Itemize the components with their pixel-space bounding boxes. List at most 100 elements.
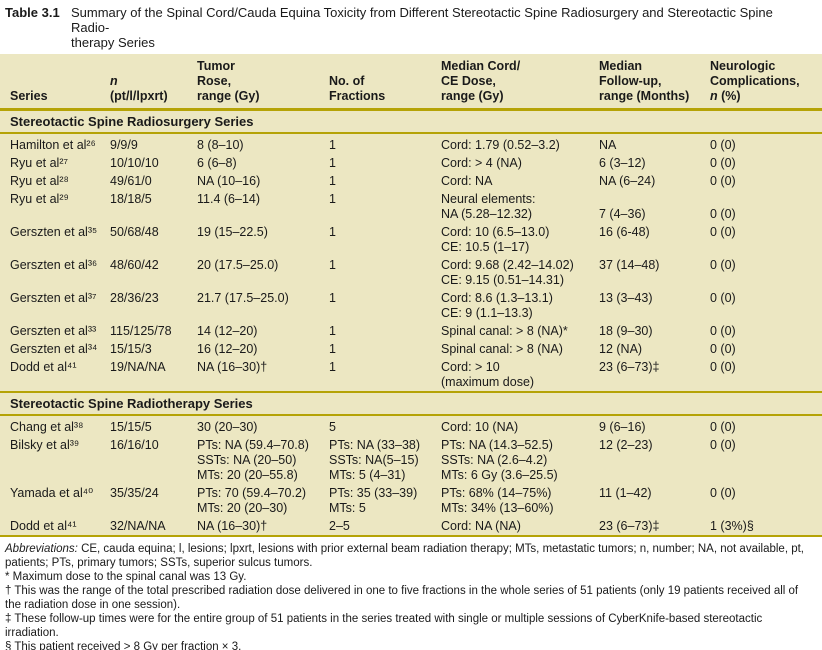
table-cell: 0 (0) bbox=[710, 258, 736, 272]
table-cell: 0 (0) bbox=[710, 156, 736, 170]
column-header-followup: Median Follow-up, range (Months) bbox=[599, 54, 710, 111]
table-cell: 50/68/48 bbox=[110, 225, 159, 239]
table-cell: 18/18/5 bbox=[110, 192, 152, 206]
section-radiotherapy: Stereotactic Spine Radiotherapy Series C… bbox=[0, 391, 822, 535]
table-cell: 0 (0) bbox=[710, 324, 736, 338]
footnote-asterisk: * Maximum dose to the spinal canal was 1… bbox=[5, 571, 247, 583]
table-cell: 0 (0) bbox=[710, 342, 736, 356]
table-cell: Cord: > 10 (maximum dose) bbox=[441, 360, 535, 389]
table-cell: Cord: NA bbox=[441, 174, 493, 188]
table-cell: Dodd et al⁴¹ bbox=[10, 519, 77, 533]
table-cell: 6 (3–12) bbox=[599, 156, 646, 170]
table-cell: Gerszten et al³⁶ bbox=[10, 258, 98, 272]
column-header-complications: Neurologic Complications, n (%) bbox=[710, 54, 822, 111]
table-cell: 5 bbox=[329, 420, 336, 434]
table-cell: Hamilton et al²⁶ bbox=[10, 138, 96, 152]
table-cell: Ryu et al²⁹ bbox=[10, 192, 69, 206]
footnote-dagger: † This was the range of the total prescr… bbox=[5, 585, 799, 611]
table-cell: 10/10/10 bbox=[110, 156, 159, 170]
table-cell: PTs: 68% (14–75%) MTs: 34% (13–60%) bbox=[441, 486, 554, 515]
table-cell: 18 (9–30) bbox=[599, 324, 653, 338]
table-row: Chang et al³⁸ 15/15/5 30 (20–30) 5 Cord:… bbox=[0, 415, 822, 436]
footnote-section-mark: § This patient received > 8 Gy per fract… bbox=[5, 641, 242, 650]
table-cell: 1 bbox=[329, 324, 336, 338]
table-cell: 0 (0) bbox=[710, 174, 736, 188]
table-cell: 19/NA/NA bbox=[110, 360, 166, 374]
table-cell: PTs: 35 (33–39) MTs: 5 bbox=[329, 486, 418, 515]
header-text: (pt/l/lpxrt) bbox=[110, 89, 168, 103]
table-row: Gerszten et al³⁷ 28/36/23 21.7 (17.5–25.… bbox=[0, 289, 822, 322]
table-cell: 9/9/9 bbox=[110, 138, 138, 152]
table-cell: 35/35/24 bbox=[110, 486, 159, 500]
table-cell: 11 (1–42) bbox=[599, 486, 652, 500]
table-cell: 37 (14–48) bbox=[599, 258, 660, 272]
table-cell: 0 (0) bbox=[710, 486, 736, 500]
table-title: Table 3.1 Summary of the Spinal Cord/Cau… bbox=[0, 0, 822, 54]
table-cell: 13 (3–43) bbox=[599, 291, 653, 305]
table-row: Ryu et al²⁹ 18/18/5 11.4 (6–14) 1 Neural… bbox=[0, 190, 822, 223]
section-heading: Stereotactic Spine Radiotherapy Series bbox=[0, 391, 822, 416]
header-text: n bbox=[710, 89, 718, 103]
table-caption: Summary of the Spinal Cord/Cauda Equina … bbox=[71, 5, 773, 50]
table-cell: 1 bbox=[329, 174, 336, 188]
table-cell: Yamada et al⁴⁰ bbox=[10, 486, 94, 500]
table-cell: 0 (0) bbox=[710, 207, 736, 221]
table-number: Table 3.1 bbox=[5, 5, 60, 20]
table-cell: NA (16–30)† bbox=[197, 360, 268, 374]
table-cell: 30 (20–30) bbox=[197, 420, 258, 434]
table-row: Dodd et al⁴¹ 32/NA/NA NA (16–30)† 2–5 Co… bbox=[0, 517, 822, 535]
table-cell: Gerszten et al³⁵ bbox=[10, 225, 98, 239]
table-cell: 1 bbox=[329, 192, 336, 206]
table-cell: NA (16–30)† bbox=[197, 519, 268, 533]
table-cell: 1 bbox=[329, 225, 336, 239]
table-cell: 19 (15–22.5) bbox=[197, 225, 268, 239]
column-header-tumor-dose: Tumor Rose, range (Gy) bbox=[197, 54, 329, 111]
header-text: No. of Fractions bbox=[329, 74, 386, 103]
header-text: n bbox=[110, 74, 118, 88]
table-cell: 20 (17.5–25.0) bbox=[197, 258, 279, 272]
table-cell: Bilsky et al³⁹ bbox=[10, 438, 80, 452]
column-header-median-dose: Median Cord/ CE Dose, range (Gy) bbox=[441, 54, 599, 111]
table-row: Gerszten et al³³ 115/125/78 14 (12–20) 1… bbox=[0, 322, 822, 340]
table-cell: 0 (0) bbox=[710, 360, 736, 374]
header-text: Neurologic Complications, bbox=[710, 59, 800, 88]
column-header-series: Series bbox=[0, 54, 110, 111]
header-row: Series n (pt/l/lpxrt) Tumor Rose, range … bbox=[0, 54, 822, 111]
table-cell: 16/16/10 bbox=[110, 438, 159, 452]
table-cell: 0 (0) bbox=[710, 291, 736, 305]
table-cell: Spinal canal: > 8 (NA)* bbox=[441, 324, 568, 338]
table-cell: 48/60/42 bbox=[110, 258, 159, 272]
table-cell: 12 (2–23) bbox=[599, 438, 653, 452]
table-cell: 1 bbox=[329, 156, 336, 170]
footnotes: Abbreviations: CE, cauda equina; l, lesi… bbox=[0, 537, 822, 650]
table-cell: Cord: 8.6 (1.3–13.1) CE: 9 (1.1–13.3) bbox=[441, 291, 553, 320]
table-cell: Cord: 9.68 (2.42–14.02) CE: 9.15 (0.51–1… bbox=[441, 258, 574, 287]
abbreviations-text: CE, cauda equina; l, lesions; lpxrt, les… bbox=[5, 543, 804, 569]
table-cell: PTs: NA (14.3–52.5) SSTs: NA (2.6–4.2) M… bbox=[441, 438, 558, 482]
section-heading-row: Stereotactic Spine Radiotherapy Series bbox=[0, 391, 822, 416]
table-cell: 21.7 (17.5–25.0) bbox=[197, 291, 289, 305]
abbreviations-note: Abbreviations: CE, cauda equina; l, lesi… bbox=[5, 542, 812, 570]
footnote-double-dagger: ‡ These follow-up times were for the ent… bbox=[5, 613, 763, 639]
table-cell: 14 (12–20) bbox=[197, 324, 258, 338]
table-cell: 0 (0) bbox=[710, 138, 736, 152]
table-cell: 23 (6–73)‡ bbox=[599, 360, 660, 374]
header-text: Median Follow-up, range (Months) bbox=[599, 59, 690, 103]
column-header-fractions: No. of Fractions bbox=[329, 54, 441, 111]
table-cell: NA (10–16) bbox=[197, 174, 261, 188]
table-row: Gerszten et al³⁵ 50/68/48 19 (15–22.5) 1… bbox=[0, 223, 822, 256]
section-heading: Stereotactic Spine Radiosurgery Series bbox=[0, 108, 822, 134]
table-cell: 15/15/3 bbox=[110, 342, 152, 356]
table-cell: Gerszten et al³⁴ bbox=[10, 342, 98, 356]
table-cell: PTs: 70 (59.4–70.2) MTs: 20 (20–30) bbox=[197, 486, 307, 515]
table-cell: Cord: NA (NA) bbox=[441, 519, 521, 533]
table-cell: 1 (3%)§ bbox=[710, 519, 754, 533]
table-cell: 1 bbox=[329, 291, 336, 305]
table-row: Bilsky et al³⁹ 16/16/10 PTs: NA (59.4–70… bbox=[0, 436, 822, 484]
table-cell: 32/NA/NA bbox=[110, 519, 166, 533]
header-text: Tumor Rose, range (Gy) bbox=[197, 59, 260, 103]
table-cell: PTs: NA (33–38) SSTs: NA(5–15) MTs: 5 (4… bbox=[329, 438, 421, 482]
header-text: Series bbox=[10, 89, 48, 103]
table-cell: 0 (0) bbox=[710, 438, 736, 452]
table-row: Ryu et al²⁷ 10/10/10 6 (6–8) 1 Cord: > 4… bbox=[0, 154, 822, 172]
